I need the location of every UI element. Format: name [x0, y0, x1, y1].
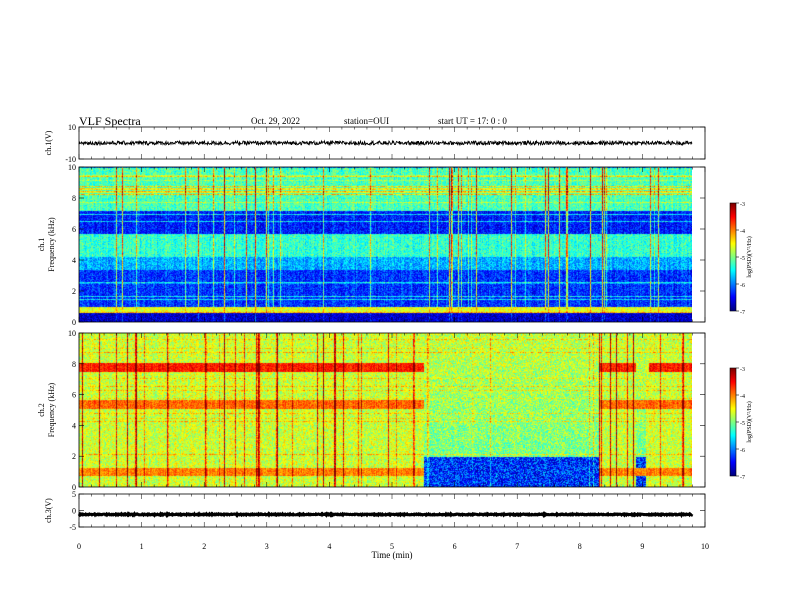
- y-tick-label: 6: [72, 391, 76, 400]
- y-axis-label: ch.3(V): [44, 498, 53, 523]
- colorbar-label: log(PSD)(V²/Hz): [746, 401, 753, 442]
- colorbar-tick-label: -6: [740, 448, 745, 454]
- y-axis-label: ch.1(V): [44, 130, 53, 155]
- y-tick-label: 0: [72, 507, 76, 516]
- x-tick-label: 2: [202, 542, 206, 551]
- y-axis-label: ch.2: [37, 403, 46, 417]
- y-tick-label: 5: [72, 490, 76, 499]
- y-tick-label: 8: [72, 194, 76, 203]
- start-time-label: start UT = 17: 0 : 0: [438, 116, 507, 126]
- x-tick-label: 10: [701, 542, 709, 551]
- x-tick-label: 3: [265, 542, 269, 551]
- colorbar-tick-label: -4: [740, 394, 745, 400]
- x-tick-label: 1: [140, 542, 144, 551]
- ch2-spectrogram-image: [79, 333, 692, 487]
- x-tick-label: 8: [578, 542, 582, 551]
- date-label: Oct. 29, 2022: [251, 116, 300, 126]
- chart-title: VLF Spectra: [79, 114, 141, 128]
- station-label: station=OUI: [344, 116, 390, 126]
- y-tick-label: -5: [69, 523, 76, 532]
- ch1-waveform-trace: [78, 139, 693, 147]
- y-axis-label: ch.1: [37, 238, 46, 252]
- colorbar-tick-label: -6: [740, 283, 745, 289]
- colorbar-tick-label: -7: [740, 475, 745, 481]
- colorbar-2: [730, 368, 736, 476]
- colorbar-tick-label: -7: [740, 310, 745, 316]
- ch3-waveform-trace: [77, 510, 694, 519]
- x-axis-label: Time (min): [372, 550, 413, 560]
- x-tick-label: 4: [327, 542, 331, 551]
- y-tick-label: 6: [72, 225, 76, 234]
- y-tick-label: 2: [72, 287, 76, 296]
- y-axis-label: Frequency (kHz): [47, 382, 56, 437]
- y-tick-label: 10: [68, 329, 76, 338]
- y-tick-label: 10: [68, 163, 76, 172]
- colorbar-tick-label: -3: [740, 367, 745, 373]
- x-tick-label: 7: [515, 542, 519, 551]
- ch1-spectrogram-image: [79, 167, 692, 322]
- y-tick-label: 2: [72, 452, 76, 461]
- x-tick-label: 9: [640, 542, 644, 551]
- colorbar-tick-label: -4: [740, 229, 745, 235]
- colorbar-label: log(PSD)(V²/Hz): [746, 236, 753, 277]
- colorbar-tick-label: -5: [740, 256, 745, 262]
- x-tick-label: 5: [390, 542, 394, 551]
- y-tick-label: 4: [72, 256, 76, 265]
- y-tick-label: 8: [72, 360, 76, 369]
- y-tick-label: 0: [72, 318, 76, 327]
- colorbar-tick-label: -5: [740, 421, 745, 427]
- x-tick-label: 6: [453, 542, 457, 551]
- y-tick-label: -10: [65, 155, 76, 164]
- colorbar-tick-label: -3: [740, 202, 745, 208]
- colorbar-1: [730, 203, 736, 311]
- x-tick-label: 0: [77, 542, 81, 551]
- y-tick-label: 0: [72, 483, 76, 492]
- y-tick-label: 4: [72, 421, 76, 430]
- y-axis-label: Frequency (kHz): [47, 217, 56, 272]
- y-tick-label: 10: [68, 123, 76, 132]
